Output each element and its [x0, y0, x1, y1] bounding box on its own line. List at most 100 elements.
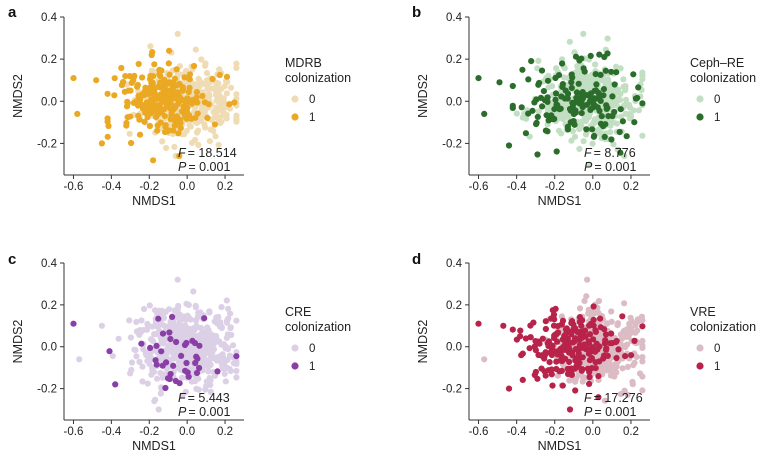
data-point: [144, 114, 151, 121]
data-point: [542, 349, 549, 356]
data-point: [223, 297, 230, 304]
data-point: [144, 380, 151, 387]
y-axis-title: NMDS2: [416, 74, 430, 118]
data-point: [580, 138, 587, 145]
data-point: [569, 127, 577, 135]
data-point: [576, 145, 583, 152]
data-point: [568, 79, 575, 86]
data-point: [122, 73, 129, 80]
data-point: [104, 90, 111, 97]
panel-d: d -0.6 -0.4 -0.2 0.0 0.2 -0.2 0.0 0.2 0.4 NMDS1 NMD…: [412, 251, 756, 453]
data-point: [219, 112, 227, 119]
y-tick-label: 0.4: [446, 12, 463, 24]
data-point: [578, 118, 585, 125]
x-tick-label: -0.4: [507, 181, 527, 193]
data-point: [212, 133, 219, 140]
data-point: [534, 65, 541, 72]
legend-marker: [696, 95, 704, 103]
data-point: [544, 128, 551, 135]
data-point: [205, 101, 212, 108]
y-tick-label: 0.4: [446, 258, 463, 270]
scatter-points: [475, 276, 646, 413]
data-point: [112, 381, 119, 388]
data-point: [196, 77, 203, 84]
panel-b: b -0.6 -0.4 -0.2 0.0 0.2 -0.2 0.0 0.2 0.4 NMDS1 NMD…: [412, 4, 756, 208]
data-point: [128, 366, 135, 373]
data-point: [216, 104, 223, 112]
data-point: [201, 121, 208, 128]
data-point: [535, 57, 542, 64]
data-point: [147, 336, 155, 343]
data-point: [135, 92, 142, 99]
data-point: [525, 76, 532, 83]
data-point: [558, 130, 565, 137]
data-point: [555, 329, 562, 336]
data-point: [218, 85, 225, 92]
data-point: [583, 126, 590, 133]
data-point: [613, 354, 620, 362]
legend-title: colonization: [285, 320, 351, 334]
data-point: [578, 110, 585, 117]
data-point: [165, 60, 172, 67]
data-point: [592, 61, 599, 68]
panel-letter: a: [8, 4, 17, 21]
data-point: [496, 79, 503, 86]
data-point: [201, 342, 209, 349]
data-point: [602, 121, 609, 128]
data-point: [529, 107, 536, 114]
data-point: [534, 375, 541, 382]
data-point: [138, 340, 145, 347]
data-point: [567, 328, 574, 335]
x-tick-label: -0.6: [64, 426, 84, 438]
data-point: [230, 342, 237, 349]
data-point: [163, 144, 170, 152]
data-point: [579, 317, 586, 324]
data-point: [536, 79, 543, 87]
data-point: [613, 369, 620, 376]
x-tick-label: -0.4: [101, 181, 121, 193]
data-point: [604, 35, 611, 42]
x-tick-label: -0.6: [64, 181, 84, 193]
data-point: [201, 315, 208, 322]
data-point: [135, 60, 142, 68]
data-point: [219, 351, 226, 358]
data-point: [572, 53, 580, 60]
data-point: [639, 132, 646, 139]
y-tick-label: -0.2: [442, 384, 462, 396]
data-point: [104, 133, 111, 140]
data-point: [193, 89, 200, 96]
data-point: [542, 325, 550, 333]
data-point: [554, 338, 561, 345]
data-point: [561, 331, 569, 339]
data-point: [140, 92, 147, 99]
data-point: [611, 108, 618, 116]
data-point: [185, 301, 192, 309]
data-point: [142, 84, 149, 91]
data-point: [149, 79, 156, 86]
x-tick-label: -0.2: [139, 426, 159, 438]
data-point: [130, 77, 137, 84]
data-point: [583, 77, 591, 84]
data-point: [115, 335, 122, 342]
data-point: [601, 397, 609, 404]
data-point: [162, 129, 169, 136]
data-point: [592, 71, 599, 78]
data-point: [619, 313, 626, 320]
data-point: [568, 84, 575, 91]
data-point: [518, 352, 525, 359]
data-point: [596, 107, 603, 114]
data-point: [143, 326, 150, 333]
data-point: [193, 353, 200, 360]
data-point: [216, 66, 223, 73]
data-point: [513, 110, 520, 117]
data-point: [125, 87, 132, 94]
data-point: [559, 382, 566, 389]
data-point: [578, 91, 585, 98]
data-point: [589, 140, 596, 147]
data-point: [579, 378, 586, 385]
data-point: [233, 112, 240, 119]
data-point: [136, 327, 143, 334]
data-point: [155, 315, 162, 322]
data-point: [639, 373, 646, 380]
data-point: [629, 378, 636, 385]
